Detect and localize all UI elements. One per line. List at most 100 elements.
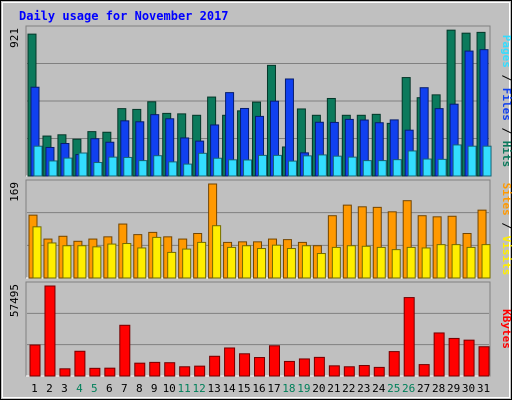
bar-visits-day-17: [271, 244, 281, 279]
bar-visits-day-4: [77, 245, 87, 279]
legend-separator: /: [500, 68, 512, 82]
y-max-label: 921: [8, 28, 21, 48]
bar-visits-day-14: [227, 246, 237, 279]
bar-kbytes-day-28: [433, 332, 445, 377]
bar-kbytes-day-2: [44, 285, 56, 377]
bar-kbytes-day-25: [388, 351, 400, 377]
bar-pages-day-11: [183, 163, 193, 177]
chart-panels: 921 Pages / Files / Hits 169 Sites / Visits…: [8, 25, 512, 377]
x-tick-label-day-9: 9: [151, 382, 158, 395]
bar-pages-day-1: [33, 145, 43, 177]
bar-pages-day-4: [78, 152, 88, 177]
bar-visits-day-9: [152, 236, 162, 279]
bar-kbytes-day-1: [29, 344, 41, 377]
bar-pages-day-21: [332, 155, 342, 177]
bar-pages-day-22: [347, 156, 357, 177]
bar-kbytes-day-16: [254, 357, 266, 377]
bar-kbytes-day-13: [209, 355, 221, 377]
bar-kbytes-day-7: [119, 324, 131, 377]
bar-pages-day-7: [123, 156, 133, 177]
bar-kbytes-day-26: [403, 297, 415, 377]
x-tick-label-day-5: 5: [91, 382, 98, 395]
x-tick-label-day-15: 15: [237, 382, 250, 395]
bar-pages-day-3: [63, 157, 73, 177]
bar-pages-day-2: [48, 160, 58, 177]
bar-visits-day-3: [62, 245, 72, 279]
bar-kbytes-day-18: [283, 360, 295, 377]
x-tick-label-day-31: 31: [477, 382, 490, 395]
x-tick-label-day-20: 20: [312, 382, 325, 395]
bar-kbytes-day-15: [239, 353, 251, 377]
bar-pages-day-5: [93, 162, 103, 177]
x-tick-label-day-28: 28: [432, 382, 445, 395]
bar-pages-day-20: [317, 154, 327, 177]
bar-visits-day-24: [376, 246, 386, 279]
y-max-label: 57495: [8, 284, 21, 317]
bar-visits-day-20: [316, 253, 326, 279]
x-tick-label-day-11: 11: [178, 382, 191, 395]
bar-pages-day-10: [168, 161, 178, 177]
bar-visits-day-16: [257, 248, 267, 279]
bar-visits-day-28: [436, 244, 446, 279]
bar-visits-day-13: [212, 225, 222, 279]
bar-kbytes-day-19: [298, 358, 310, 377]
legend-hits: Hits: [500, 134, 512, 167]
legend-files: Files: [500, 81, 512, 121]
bar-pages-day-18: [287, 160, 297, 177]
x-tick-label-day-27: 27: [417, 382, 430, 395]
bar-pages-day-29: [452, 144, 462, 177]
bar-kbytes-day-21: [328, 365, 340, 377]
bar-visits-day-29: [451, 244, 461, 279]
bar-kbytes-day-11: [179, 366, 191, 377]
bar-pages-day-13: [213, 157, 223, 177]
x-tick-label-day-1: 1: [31, 382, 38, 395]
x-axis-labels: 1 2 3 4 5 6 7 8 9 10 11 12 13 14 15 16 17 18 19 20 21 22 23 24 2…: [31, 382, 490, 395]
bar-pages-day-31: [482, 145, 492, 177]
bar-visits-day-12: [197, 241, 207, 279]
bar-kbytes-day-8: [134, 362, 146, 377]
bar-visits-day-2: [47, 242, 57, 279]
x-tick-label-day-22: 22: [342, 382, 355, 395]
panel-legend: Sites / Visits: [500, 183, 512, 276]
bar-pages-day-14: [228, 159, 238, 177]
x-tick-label-day-23: 23: [357, 382, 370, 395]
bar-visits-day-7: [122, 243, 132, 279]
bar-kbytes-day-31: [478, 346, 490, 377]
bar-kbytes-day-4: [74, 350, 86, 377]
bar-kbytes-day-22: [343, 366, 355, 377]
bar-visits-day-18: [286, 248, 296, 279]
bar-kbytes-day-6: [104, 367, 116, 377]
x-tick-label-day-3: 3: [61, 382, 68, 395]
x-tick-label-day-21: 21: [327, 382, 340, 395]
bar-visits-day-10: [167, 251, 177, 279]
x-tick-label-day-24: 24: [372, 382, 386, 395]
x-tick-label-day-19: 19: [297, 382, 310, 395]
bar-visits-day-30: [466, 246, 476, 279]
bar-kbytes-day-3: [59, 368, 71, 377]
legend-visits: Visits: [500, 229, 512, 275]
bar-pages-day-19: [302, 155, 312, 177]
x-tick-label-day-2: 2: [46, 382, 53, 395]
bar-kbytes-day-20: [313, 356, 325, 377]
bar-visits-day-31: [481, 244, 491, 279]
bar-visits-day-8: [137, 247, 147, 279]
x-tick-label-day-12: 12: [193, 382, 206, 395]
bar-visits-day-26: [406, 246, 416, 279]
bar-kbytes-day-12: [194, 365, 206, 377]
bar-pages-day-23: [362, 160, 372, 177]
bar-pages-day-15: [243, 159, 253, 177]
bar-pages-day-25: [392, 159, 402, 177]
x-tick-label-day-8: 8: [136, 382, 143, 395]
bar-pages-day-30: [467, 145, 477, 177]
bar-pages-day-28: [437, 158, 447, 177]
bar-visits-day-22: [346, 245, 356, 279]
bar-kbytes-day-23: [358, 365, 370, 377]
bar-kbytes-day-24: [373, 366, 385, 377]
bar-visits-day-11: [182, 248, 192, 279]
panel-kbytes: 57495 KBytes: [8, 281, 512, 377]
x-tick-label-day-4: 4: [76, 382, 83, 395]
bar-kbytes-day-14: [224, 347, 236, 377]
panel-sites-visits: 169 Sites / Visits: [8, 179, 512, 279]
